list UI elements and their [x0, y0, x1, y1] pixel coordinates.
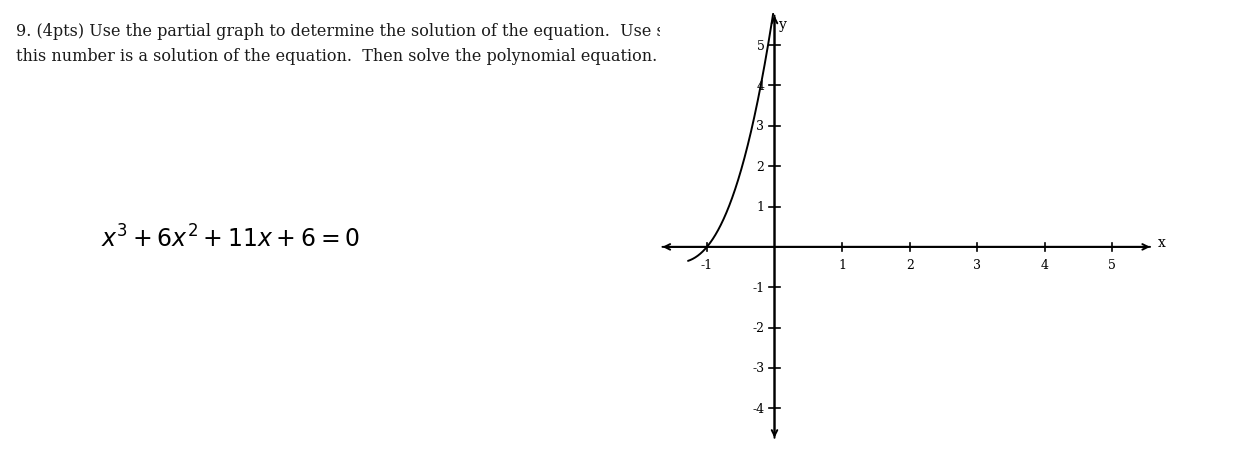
Text: 4: 4 — [1041, 258, 1049, 272]
Text: -1: -1 — [752, 281, 764, 294]
Text: x: x — [1158, 235, 1166, 250]
Text: 4: 4 — [756, 80, 764, 93]
Text: 1: 1 — [756, 201, 764, 213]
Text: -4: -4 — [752, 402, 764, 415]
Text: 5: 5 — [757, 39, 764, 52]
Text: $x^3 + 6x^2 + 11x + 6 = 0$: $x^3 + 6x^2 + 11x + 6 = 0$ — [101, 225, 360, 252]
Text: 1: 1 — [838, 258, 846, 272]
Text: 9. (4pts) Use the partial graph to determine the solution of the equation.  Use : 9. (4pts) Use the partial graph to deter… — [16, 23, 910, 65]
Text: -3: -3 — [752, 362, 764, 375]
Text: 3: 3 — [756, 120, 764, 133]
Text: 3: 3 — [973, 258, 981, 272]
Text: 2: 2 — [757, 160, 764, 174]
Text: -2: -2 — [752, 321, 764, 334]
Text: y: y — [779, 18, 787, 32]
Text: 2: 2 — [906, 258, 914, 272]
Text: 5: 5 — [1108, 258, 1116, 272]
Text: -1: -1 — [700, 258, 713, 272]
